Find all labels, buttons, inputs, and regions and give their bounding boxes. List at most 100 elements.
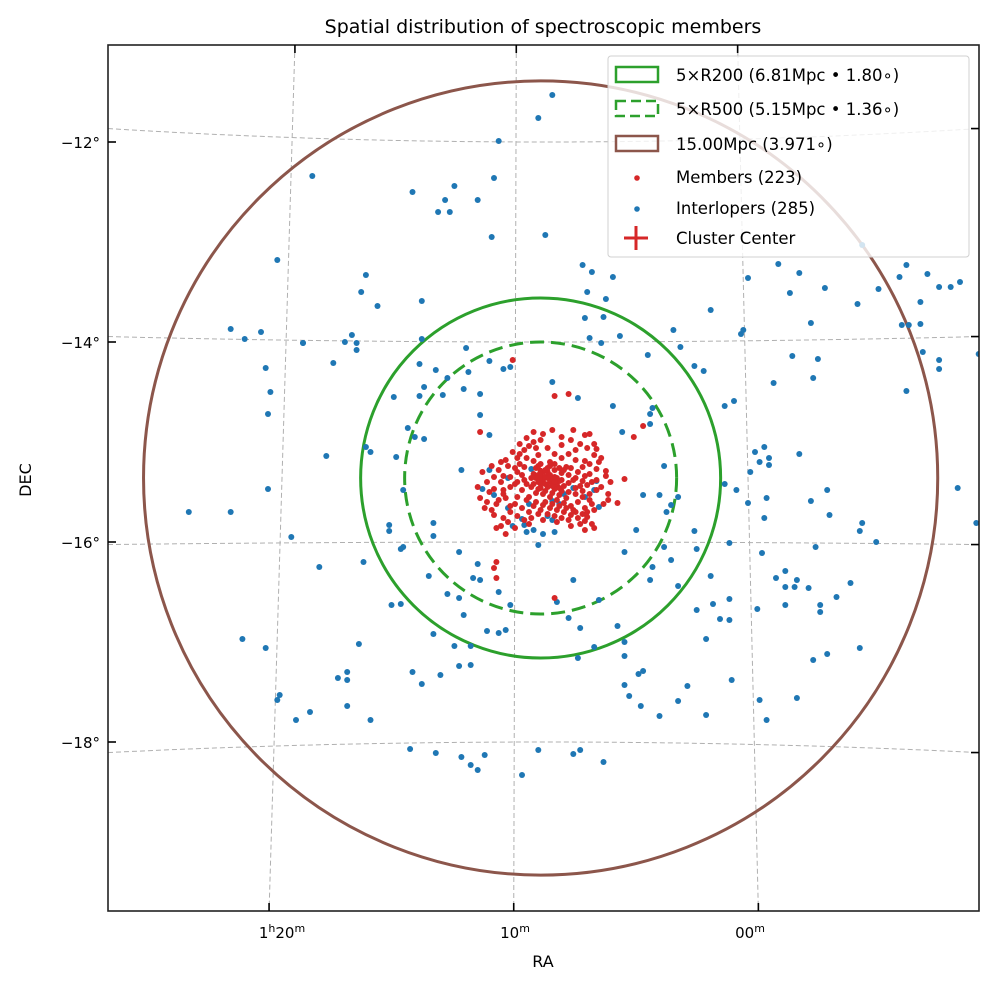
member-point (491, 486, 497, 492)
interloper-point (936, 366, 943, 372)
interloper-point (444, 591, 451, 597)
interloper-point (821, 285, 828, 291)
interloper-point (293, 717, 299, 723)
member-point (584, 482, 591, 488)
member-point (584, 514, 591, 520)
member-point (519, 505, 525, 511)
member-point (491, 474, 497, 480)
interloper-point (348, 332, 355, 338)
member-point (565, 517, 572, 523)
interloper-point (707, 307, 714, 313)
member-point (535, 511, 542, 517)
interloper-point (267, 389, 274, 395)
interloper-point (745, 275, 751, 281)
interloper-point (766, 462, 772, 468)
member-point (588, 479, 595, 485)
interloper-point (241, 336, 248, 342)
interloper-point (649, 405, 656, 411)
interloper-point (344, 703, 351, 709)
member-point (574, 515, 581, 521)
member-point (581, 527, 588, 533)
grid-line-ra (513, 44, 517, 912)
member-point (535, 463, 542, 469)
member-point (488, 507, 495, 513)
member-point (593, 446, 600, 452)
interloper-point (621, 549, 628, 555)
interloper-point (647, 421, 654, 427)
interloper-point (693, 546, 700, 552)
interloper-point (404, 425, 411, 431)
member-point (553, 475, 560, 481)
member-point (602, 468, 609, 474)
member-point (519, 487, 525, 493)
member-point (530, 481, 537, 487)
interloper-point (903, 388, 910, 394)
member-point (605, 497, 612, 503)
member-point (521, 477, 528, 483)
interloper-point (675, 698, 682, 704)
member-point (491, 565, 497, 571)
interloper-point (675, 494, 682, 500)
member-point (521, 464, 528, 470)
interloper-point (588, 269, 595, 275)
member-point (528, 515, 535, 521)
member-point (502, 531, 509, 537)
member-point (551, 595, 558, 601)
interloper-point (609, 403, 616, 409)
interloper-point (549, 92, 556, 98)
member-point (530, 429, 537, 435)
interloper-point (477, 412, 484, 418)
interloper-point (467, 662, 474, 668)
interloper-point (595, 597, 602, 603)
interloper-point (265, 411, 271, 417)
member-point (533, 490, 539, 496)
member-point (563, 495, 570, 501)
legend-interlopers-dot (634, 206, 640, 212)
interloper-point (635, 671, 642, 677)
interloper-point (388, 602, 395, 608)
member-point (579, 488, 586, 494)
member-point (519, 472, 525, 478)
interloper-point (467, 643, 474, 649)
interloper-point (262, 365, 269, 371)
interloper-point (649, 564, 656, 570)
interloper-point (488, 234, 495, 240)
member-point (584, 445, 591, 451)
interloper-point (584, 289, 591, 295)
member-point (507, 484, 514, 490)
interloper-point (507, 602, 514, 608)
interloper-point (458, 467, 465, 473)
member-point (586, 497, 593, 503)
interloper-point (975, 351, 979, 357)
interloper-point (367, 449, 374, 455)
interloper-point (726, 596, 733, 602)
interloper-point (495, 630, 502, 636)
member-point (477, 429, 484, 435)
interloper-point (265, 486, 271, 492)
interloper-point (770, 380, 777, 386)
interloper-point (409, 189, 416, 195)
member-point (591, 507, 598, 513)
interloper-point (323, 453, 330, 459)
member-point (500, 487, 507, 493)
interloper-point (807, 320, 814, 326)
interloper-point (782, 584, 789, 590)
member-point (488, 463, 495, 469)
member-point (630, 434, 637, 440)
legend: 5×R200 (6.81Mpc • 1.80∘) 5×R500 (5.15Mpc… (607, 55, 970, 258)
member-point (558, 515, 565, 521)
interloper-point (463, 345, 470, 351)
interloper-point (418, 336, 425, 342)
interloper-point (919, 349, 926, 355)
interloper-point (721, 403, 728, 409)
interloper-point (495, 589, 502, 595)
interloper-point (817, 609, 824, 615)
interloper-point (390, 394, 397, 400)
interloper-point (477, 391, 484, 397)
member-point (502, 495, 509, 501)
grid-line-dec (107, 741, 980, 754)
member-point (526, 521, 532, 527)
member-point (551, 451, 558, 457)
legend-label-interlopers: Interlopers (285) (676, 199, 815, 218)
member-point (523, 435, 530, 441)
